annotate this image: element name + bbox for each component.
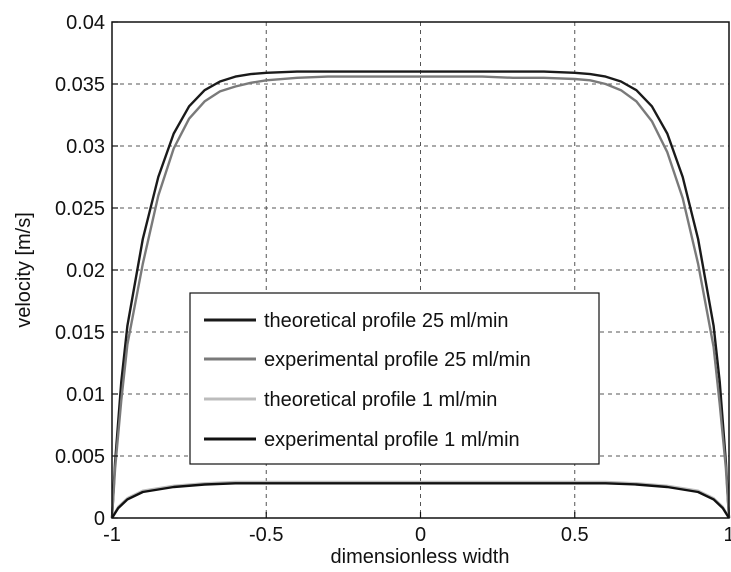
series-line-4 [110,482,731,519]
y-tick-label: 0.025 [55,198,105,220]
y-tick-label: 0.03 [66,136,105,158]
series-line-3 [110,480,731,519]
x-tick-label: -1 [103,524,121,546]
y-tick-label: 0.005 [55,446,105,468]
y-tick-label: 0.02 [66,260,105,282]
series-layer [110,70,731,519]
y-tick-label: 0.04 [66,12,105,34]
y-tick-label: 0.015 [55,322,105,344]
x-tick-label: 0 [415,524,426,546]
x-axis-title: dimensionless width [331,546,510,568]
y-axis-title: velocity [m/s] [13,212,35,328]
legend-label-experimental-25: experimental profile 25 ml/min [264,349,531,371]
x-tick-label: 1 [723,524,731,546]
legend-label-theoretical-1: theoretical profile 1 ml/min [264,389,497,411]
series-line-2 [110,75,731,519]
axis-ticks: -1 -0.5 0 0.5 1 0 0.005 0.01 0.015 0.02 0.025 0.03 0… [55,12,731,546]
y-tick-label: 0.035 [55,74,105,96]
legend-label-experimental-1: experimental profile 1 ml/min [264,429,520,451]
legend-box [189,292,600,465]
legend-label-theoretical-25: theoretical profile 25 ml/min [264,310,509,332]
series-line-1 [110,70,731,519]
x-tick-label: -0.5 [249,524,283,546]
legend: theoretical profile 25 ml/min experiment… [189,292,600,465]
y-tick-label: 0 [94,508,105,530]
y-tick-label: 0.01 [66,384,105,406]
x-tick-label: 0.5 [561,524,589,546]
